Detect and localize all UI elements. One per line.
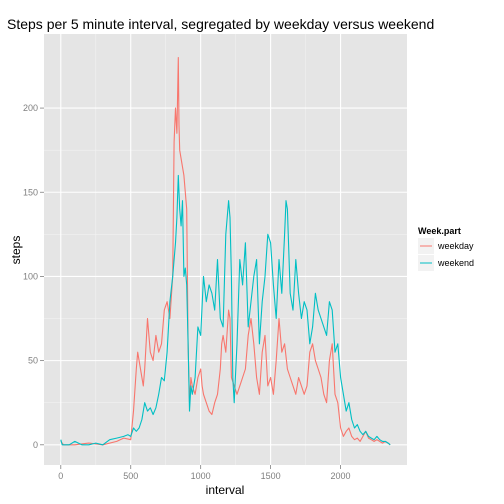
series-line-weekday xyxy=(60,57,391,446)
x-axis: 0 500 1000 1500 2000 xyxy=(58,465,351,481)
series-line-weekend xyxy=(60,174,391,446)
y-tick-label: 50 xyxy=(28,356,38,366)
legend-label-weekday: weekday xyxy=(437,241,474,251)
y-axis-label: steps xyxy=(9,236,23,265)
legend: Week.part weekday weekend xyxy=(418,226,474,271)
x-tick-label: 0 xyxy=(58,471,63,481)
x-tick-label: 1000 xyxy=(191,471,211,481)
y-axis: 0 50 100 150 200 xyxy=(23,103,44,450)
y-tick-label: 100 xyxy=(23,271,38,281)
x-tick-label: 1500 xyxy=(261,471,281,481)
series-layer xyxy=(60,57,391,446)
legend-label-weekend: weekend xyxy=(437,258,474,268)
grid xyxy=(44,34,407,465)
y-tick-label: 150 xyxy=(23,187,38,197)
x-axis-label: interval xyxy=(206,483,245,497)
x-tick-label: 2000 xyxy=(331,471,351,481)
y-tick-label: 200 xyxy=(23,103,38,113)
x-tick-label: 500 xyxy=(123,471,138,481)
y-tick-label: 0 xyxy=(33,440,38,450)
legend-title: Week.part xyxy=(418,226,461,236)
chart-title: Steps per 5 minute interval, segregated … xyxy=(7,16,434,32)
